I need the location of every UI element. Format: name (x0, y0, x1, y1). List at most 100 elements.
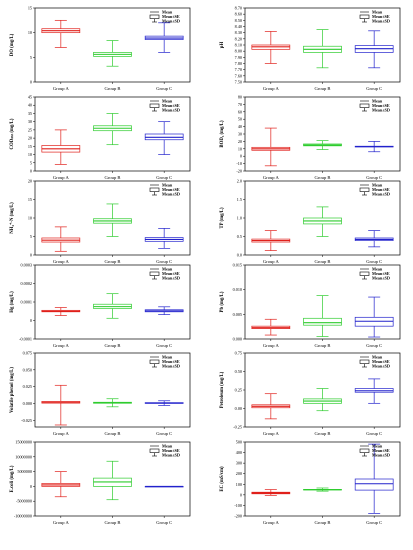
legend-label: Mean (372, 444, 383, 449)
box-group-c (354, 230, 394, 248)
y-tick-label: 0.005 (233, 312, 242, 317)
legend-se-symbol (359, 448, 370, 453)
y-tick-label: 8.00 (235, 49, 242, 54)
y-tick-label: 15 (28, 144, 32, 149)
box-group-a (251, 127, 291, 167)
legend-se-symbol (149, 187, 160, 192)
legend-se-symbol (149, 448, 160, 453)
y-axis-title: DO (mg/L) (10, 33, 15, 56)
legend-label: Mean±SE (162, 103, 180, 108)
y-tick-label: 100 (236, 482, 242, 487)
y-tick-label: -0.0001 (19, 337, 32, 342)
legend-label: Mean±SE (372, 103, 390, 108)
legend-se-symbol (149, 14, 160, 19)
legend-label: Mean (162, 183, 173, 188)
legend-label: Mean (162, 267, 173, 272)
box-group-b (93, 203, 132, 237)
legend-label: Mean±SE (372, 448, 390, 453)
y-tick-label: -100 (234, 503, 242, 508)
chart-panel: -10000000 -5000000 0 5000000 10000000 1500000… (10, 440, 191, 525)
y-axis-title: Petroleum (mg/L) (220, 371, 225, 408)
y-tick-label: 8.20 (235, 36, 242, 41)
x-category-label: Group A (53, 520, 70, 525)
legend-se-symbol (359, 103, 370, 108)
x-category-label: Group A (263, 259, 280, 264)
legend-se-symbol (359, 271, 370, 276)
legend-label: Mean±SD (372, 453, 390, 458)
y-tick-label: 5000000 (17, 469, 32, 474)
legend-label: Mean±SE (372, 359, 390, 364)
box-group-a (41, 307, 81, 316)
x-category-label: Group B (105, 86, 121, 91)
y-tick-label: -10 (236, 161, 242, 166)
chart-panel: 0.0 0.5 1.0 1.5 2.0 TP (mg/L) Group A Group B Gr… (220, 179, 401, 264)
y-tick-label: 8.60 (235, 12, 242, 17)
box-group-c (144, 306, 184, 315)
y-tick-label: 0.00 (235, 406, 242, 411)
x-category-label: Group B (315, 343, 331, 348)
y-tick-label: 0.010 (233, 287, 242, 292)
y-tick-label: 0 (30, 253, 32, 258)
y-axis-title: E.coli (mg/L) (10, 465, 15, 492)
x-category-label: Group B (315, 259, 331, 264)
y-tick-label: 10 (238, 146, 242, 151)
y-tick-label: 0 (240, 492, 242, 497)
y-tick-label: 50 (238, 117, 242, 122)
y-tick-label: 30 (28, 119, 32, 124)
legend-label: Mean (372, 10, 383, 15)
x-category-label: Group A (263, 86, 280, 91)
x-category-label: Group A (53, 175, 70, 180)
y-tick-label: 200 (236, 471, 242, 476)
y-tick-label: 0 (30, 484, 32, 489)
legend-label: Mean±SD (162, 192, 180, 197)
x-category-label: Group C (156, 86, 172, 91)
y-axis-title: NH₄⁺-N (mg/L) (9, 202, 15, 234)
x-category-label: Group A (263, 343, 280, 348)
y-tick-label: 1.0 (237, 216, 242, 221)
legend-se-symbol (149, 271, 160, 276)
y-axis-title: Hg (mg/L) (10, 291, 15, 313)
chart-panel: -0.25 0.00 0.25 0.50 0.75 Petroleum (mg/L) Gro… (220, 351, 401, 436)
legend-se-symbol (359, 187, 370, 192)
x-category-label: Group B (105, 520, 121, 525)
y-tick-label: 15 (28, 6, 32, 11)
legend-label: Mean (372, 355, 383, 360)
y-tick-label: 10 (28, 30, 32, 35)
y-tick-label: 7.70 (235, 67, 242, 72)
y-tick-label: 5 (30, 160, 32, 165)
y-tick-label: 40 (238, 124, 242, 129)
y-axis-title: CODₘₙ (mg/L) (10, 118, 15, 149)
se-box (354, 478, 394, 491)
y-tick-label: 20 (238, 139, 242, 144)
y-tick-label: 10 (28, 216, 32, 221)
x-category-label: Group C (156, 259, 172, 264)
y-tick-label: 35 (28, 111, 32, 116)
chart-panel: 0.000 0.005 0.010 0.015 Pb (mg/L) Group A Grou… (220, 263, 401, 348)
box-group-c (144, 121, 184, 155)
x-category-label: Group C (366, 343, 382, 348)
y-tick-label: 500 (236, 440, 242, 445)
y-axis-title: BOD₅ (mg/L) (220, 120, 225, 148)
legend-label: Mean±SE (372, 187, 390, 192)
chart-panel: -20 -10 0 10 20 30 40 50 60 70 80 BOD₅ (mg/L) Group … (220, 95, 401, 180)
legend-label: Mean (162, 355, 173, 360)
y-tick-label: 8.40 (235, 24, 242, 29)
box-group-b (303, 206, 342, 237)
box-group-b (303, 29, 342, 69)
box-group-c (354, 378, 394, 404)
y-tick-label: 0.75 (235, 351, 242, 356)
box-group-a (251, 318, 291, 336)
legend-label: Mean±SE (162, 448, 180, 453)
x-category-label: Group C (366, 259, 382, 264)
legend-label: Mean±SD (162, 19, 180, 24)
y-tick-label: 20 (28, 179, 32, 184)
y-tick-label: 0.0 (237, 253, 242, 258)
legend-label: Mean±SE (162, 271, 180, 276)
legend-label: Mean±SE (372, 271, 390, 276)
y-tick-label: -5000000 (16, 499, 32, 504)
